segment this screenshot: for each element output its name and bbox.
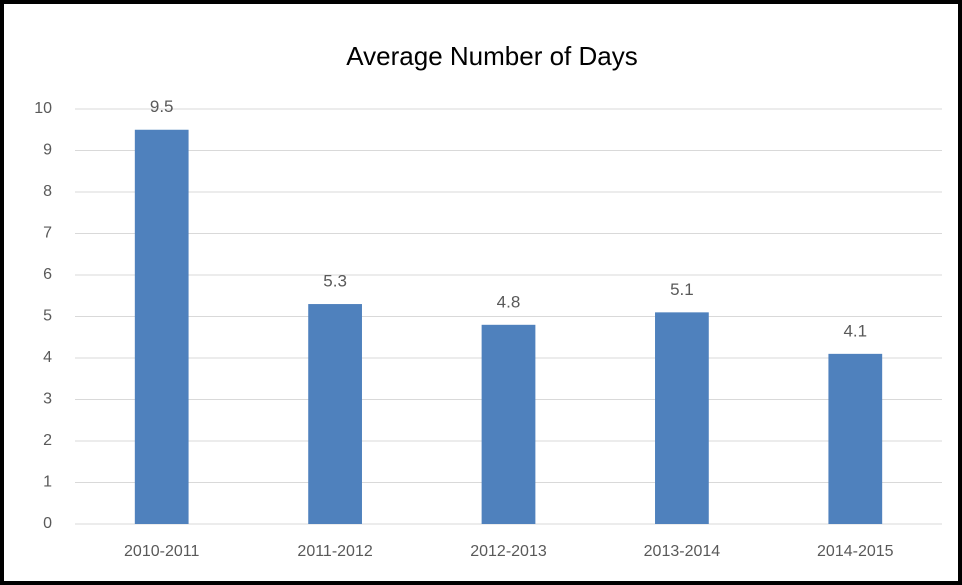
x-tick-label: 2013-2014 (644, 543, 721, 560)
x-tick-label: 2011-2012 (297, 543, 372, 560)
chart-title: Average Number of Days (346, 41, 637, 71)
data-label: 5.3 (323, 272, 347, 291)
y-tick-label: 1 (43, 474, 52, 491)
y-tick-label: 5 (43, 308, 52, 325)
x-tick-label: 2010-2011 (124, 543, 199, 560)
data-label: 5.1 (670, 280, 694, 299)
y-tick-label: 3 (43, 391, 52, 408)
x-tick-label: 2012-2013 (470, 543, 547, 560)
bar (828, 353, 883, 524)
x-tick-label: 2014-2015 (817, 543, 894, 560)
y-tick-label: 7 (43, 225, 52, 242)
y-tick-label: 10 (34, 100, 52, 117)
bar (134, 129, 189, 524)
y-tick-label: 0 (43, 515, 52, 532)
y-tick-label: 2 (43, 432, 52, 449)
y-tick-label: 4 (43, 349, 52, 366)
y-tick-label: 9 (43, 142, 52, 159)
bar (481, 324, 536, 524)
data-label: 4.8 (497, 292, 521, 311)
bar (655, 312, 709, 524)
bar (308, 304, 362, 524)
data-label: 4.1 (843, 321, 867, 340)
data-label: 9.5 (150, 97, 174, 116)
y-tick-label: 8 (43, 183, 52, 200)
y-tick-label: 6 (43, 266, 52, 283)
